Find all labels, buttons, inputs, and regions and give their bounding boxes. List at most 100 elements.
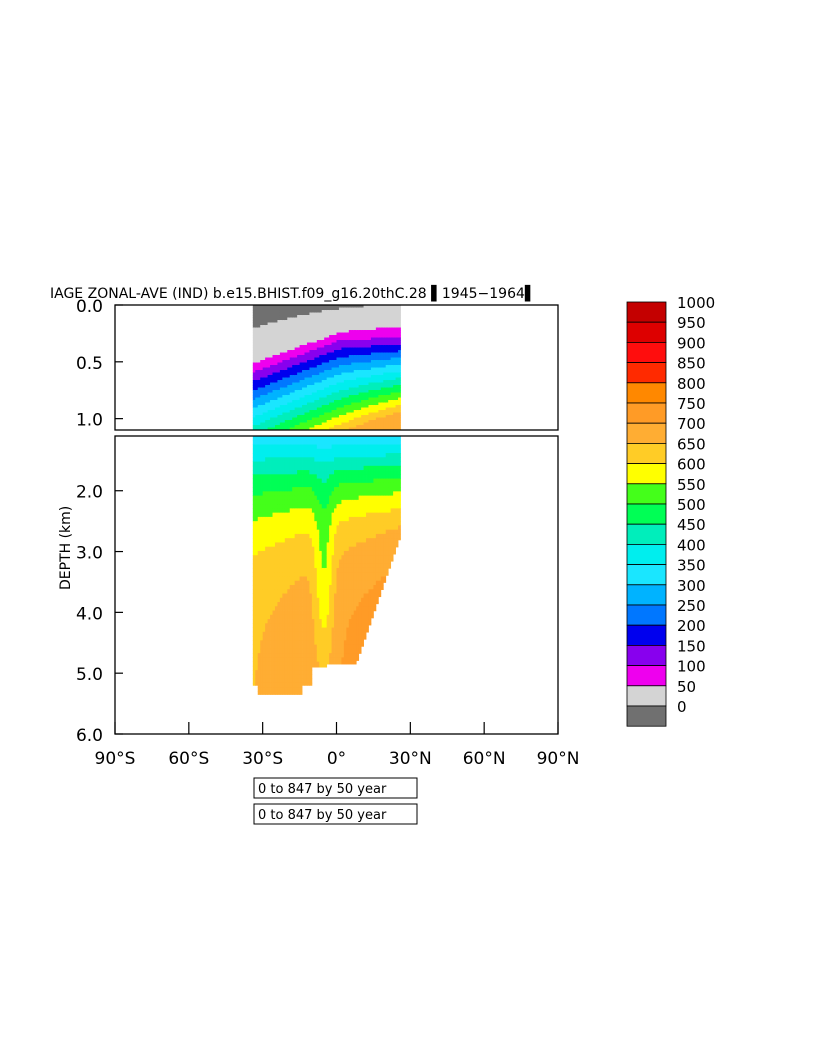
field-cell — [334, 375, 337, 378]
field-cell — [348, 355, 352, 358]
field-cell — [331, 653, 335, 658]
field-cell — [351, 355, 355, 358]
field-cell — [277, 360, 281, 363]
field-cell — [297, 402, 300, 406]
field-cell — [395, 307, 399, 311]
field-cell — [321, 610, 325, 616]
field-cell — [363, 370, 367, 373]
field-cell — [284, 425, 288, 428]
field-cell — [351, 420, 355, 423]
field-cell — [299, 546, 303, 552]
field-cell — [274, 427, 278, 431]
field-cell — [260, 525, 264, 531]
field-cell — [331, 610, 335, 616]
field-cell — [363, 402, 367, 406]
field-cell — [314, 380, 318, 383]
field-cell — [321, 417, 325, 421]
field-cell — [297, 576, 300, 582]
field-cell — [311, 372, 315, 376]
field-cell — [274, 444, 278, 450]
field-cell — [329, 555, 332, 560]
field-cell — [267, 425, 271, 428]
field-cell — [287, 559, 291, 565]
field-cell — [262, 352, 266, 356]
field-cell — [292, 315, 296, 318]
field-cell — [373, 360, 377, 363]
field-cell — [272, 636, 276, 641]
field-cell — [267, 392, 271, 396]
field-cell — [324, 576, 328, 582]
field-cell — [336, 347, 340, 351]
field-cell — [319, 352, 323, 356]
field-cell — [329, 576, 332, 582]
field-cell — [375, 322, 379, 326]
field-cell — [319, 357, 323, 361]
field-cell — [274, 580, 278, 586]
field-cell — [383, 320, 387, 323]
field-cell — [277, 420, 281, 423]
field-cell — [282, 444, 286, 450]
field-cell — [398, 330, 401, 333]
field-cell — [277, 589, 281, 594]
field-cell — [366, 367, 369, 371]
field-cell — [306, 425, 310, 428]
field-cell — [309, 610, 313, 616]
field-cell — [292, 461, 296, 467]
field-cell — [380, 420, 384, 423]
field-cell — [321, 555, 325, 560]
field-cell — [356, 427, 360, 431]
field-cell — [304, 327, 308, 331]
field-cell — [380, 365, 384, 368]
field-cell — [306, 580, 310, 586]
field-cell — [385, 322, 389, 326]
field-cell — [255, 444, 259, 450]
field-cell — [353, 425, 357, 428]
field-cell — [306, 521, 310, 526]
field-cell — [272, 357, 276, 361]
field-cell — [338, 342, 342, 346]
field-cell — [257, 362, 261, 366]
field-cell — [316, 307, 320, 311]
field-cell — [346, 330, 350, 333]
field-cell — [252, 495, 256, 501]
field-cell — [279, 563, 283, 569]
field-cell — [356, 360, 360, 363]
field-cell — [274, 397, 278, 401]
field-cell — [341, 352, 345, 356]
field-cell — [262, 367, 266, 371]
field-cell — [272, 533, 276, 539]
field-cell — [356, 345, 360, 348]
field-cell — [287, 405, 291, 408]
field-cell — [299, 495, 303, 501]
field-cell — [329, 516, 332, 522]
field-cell — [378, 335, 382, 338]
field-cell — [277, 375, 281, 378]
field-cell — [297, 392, 300, 396]
field-cell — [316, 525, 320, 531]
field-cell — [334, 572, 337, 577]
field-cell — [324, 422, 328, 426]
field-cell — [321, 350, 325, 353]
field-cell — [370, 352, 374, 356]
field-cell — [304, 425, 308, 428]
field-cell — [366, 352, 369, 356]
field-cell — [282, 440, 286, 445]
field-cell — [370, 405, 374, 408]
field-cell — [292, 525, 296, 531]
field-cell — [309, 521, 313, 526]
field-cell — [265, 440, 268, 445]
field-cell — [373, 337, 377, 341]
field-cell — [265, 417, 268, 421]
field-cell — [257, 390, 261, 393]
field-cell — [272, 504, 276, 509]
field-cell — [326, 327, 330, 331]
field-cell — [284, 315, 288, 318]
field-cell — [277, 315, 281, 318]
field-cell — [361, 332, 364, 336]
field-cell — [299, 687, 303, 692]
field-cell — [292, 377, 296, 381]
field-cell — [324, 589, 328, 594]
field-cell — [331, 550, 335, 556]
field-cell — [284, 322, 288, 326]
field-cell — [284, 325, 288, 328]
